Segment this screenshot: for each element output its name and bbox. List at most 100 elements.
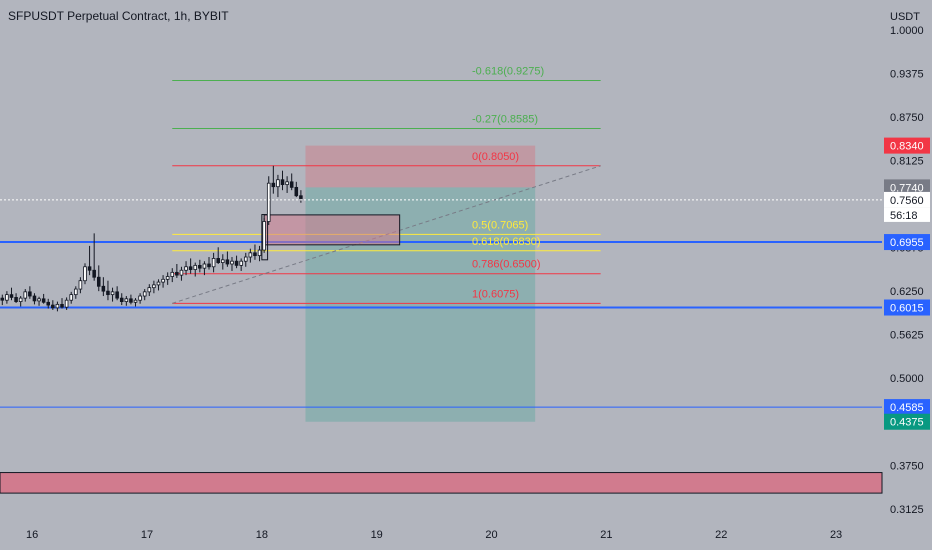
candle-24	[110, 287, 115, 302]
x-tick-6: 22	[715, 529, 727, 541]
horizontal-lines[interactable]	[0, 241, 882, 408]
candle-63	[289, 173, 294, 191]
candle-body	[55, 303, 60, 309]
price-tag-bg	[884, 299, 930, 316]
candle-60	[276, 174, 280, 198]
candle-57	[262, 218, 266, 253]
candle-54	[248, 248, 253, 263]
candle-1	[5, 291, 9, 304]
candle-51	[234, 255, 239, 269]
candle-body	[96, 276, 101, 287]
candle-7	[32, 293, 37, 305]
y-tick-2: 0.8750	[890, 112, 924, 124]
price-tag-label: 0.4585	[890, 402, 924, 414]
candle-body	[9, 294, 14, 298]
zone-boxes[interactable]	[261, 214, 401, 261]
candle-body	[106, 290, 110, 296]
countdown-bg	[884, 207, 930, 222]
fib-level-label-1: -0.27(0.8585)	[472, 114, 538, 126]
x-tick-4: 20	[485, 529, 497, 541]
chart-title: SFPUSDT Perpetual Contract, 1h, BYBIT	[8, 9, 229, 23]
candle-body	[14, 297, 18, 302]
candle-body	[285, 181, 289, 186]
candle-body	[110, 291, 115, 296]
candle-43	[198, 259, 202, 273]
candle-37	[170, 268, 175, 283]
candle-28	[129, 294, 133, 305]
candle-body	[138, 295, 142, 301]
price-tag-label: 0.7560	[890, 195, 924, 207]
bottom-zone-rect	[0, 472, 883, 494]
candle-body	[211, 258, 216, 268]
x-tick-5: 21	[600, 529, 612, 541]
candle-34	[156, 279, 161, 291]
candle-38	[175, 263, 179, 278]
candle-body	[184, 266, 188, 271]
candle-body	[161, 278, 165, 283]
candle-body	[207, 263, 211, 268]
candle-17	[78, 277, 83, 294]
x-tick-3: 19	[371, 529, 383, 541]
candle-21	[96, 265, 101, 292]
candle-body	[239, 260, 243, 266]
candle-body	[124, 298, 129, 302]
candle-3	[14, 293, 18, 303]
fibonacci-retracement[interactable]: -0.618(0.9275) -0.27(0.8585) 0(0.8050) 0.5(…	[172, 65, 601, 304]
candle-2	[9, 287, 14, 301]
y-tick-6: 0.5625	[890, 330, 924, 342]
candle-body	[276, 179, 280, 188]
x-tick-2: 18	[256, 529, 268, 541]
candle-body	[41, 298, 46, 303]
price-tag-bg	[884, 191, 930, 208]
candle-body	[101, 285, 106, 292]
candle-23	[106, 280, 110, 301]
short-position-tool[interactable]	[305, 145, 536, 422]
price-tag-label: 0.6015	[890, 303, 924, 315]
price-tag-bg	[884, 179, 930, 196]
candle-body	[115, 291, 119, 299]
candle-body	[51, 304, 55, 309]
candle-body	[175, 271, 179, 276]
candle-body	[179, 269, 184, 276]
candle-58	[266, 176, 271, 225]
candle-4	[18, 296, 23, 307]
candle-13	[60, 298, 64, 309]
price-tag-0: 0.8340	[884, 137, 930, 154]
candle-47	[216, 247, 220, 264]
candle-body	[142, 291, 147, 297]
candle-45	[207, 257, 211, 270]
price-tag-label: 0.4375	[890, 417, 924, 429]
candles	[0, 165, 303, 312]
candle-body	[257, 249, 262, 257]
candle-body	[119, 297, 124, 302]
candle-body	[152, 284, 156, 289]
candle-body	[170, 271, 175, 277]
candle-41	[188, 258, 193, 274]
candle-11	[51, 300, 55, 310]
candle-body	[294, 186, 299, 197]
price-tag-bg	[884, 234, 930, 251]
candle-body	[234, 260, 239, 266]
candle-body	[216, 258, 220, 263]
candle-body	[280, 179, 285, 186]
candle-56	[257, 245, 262, 262]
price-tag-label: 0.6955	[890, 237, 924, 249]
candle-29	[133, 298, 138, 307]
fib-level-label-2: 0(0.8050)	[472, 151, 519, 163]
stop-zone	[305, 145, 536, 188]
candle-body	[221, 259, 225, 263]
candle-22	[101, 277, 106, 297]
candle-body	[165, 276, 170, 280]
candle-body	[289, 181, 294, 188]
candle-body	[188, 266, 193, 270]
candle-14	[64, 297, 69, 310]
candle-body	[23, 291, 28, 299]
candle-body	[60, 303, 64, 308]
x-tick-7: 23	[830, 529, 842, 541]
candle-39	[179, 266, 184, 281]
y-tick-0: 1.0000	[890, 25, 924, 37]
fib-level-label-3: 0.5(0.7065)	[472, 219, 528, 231]
